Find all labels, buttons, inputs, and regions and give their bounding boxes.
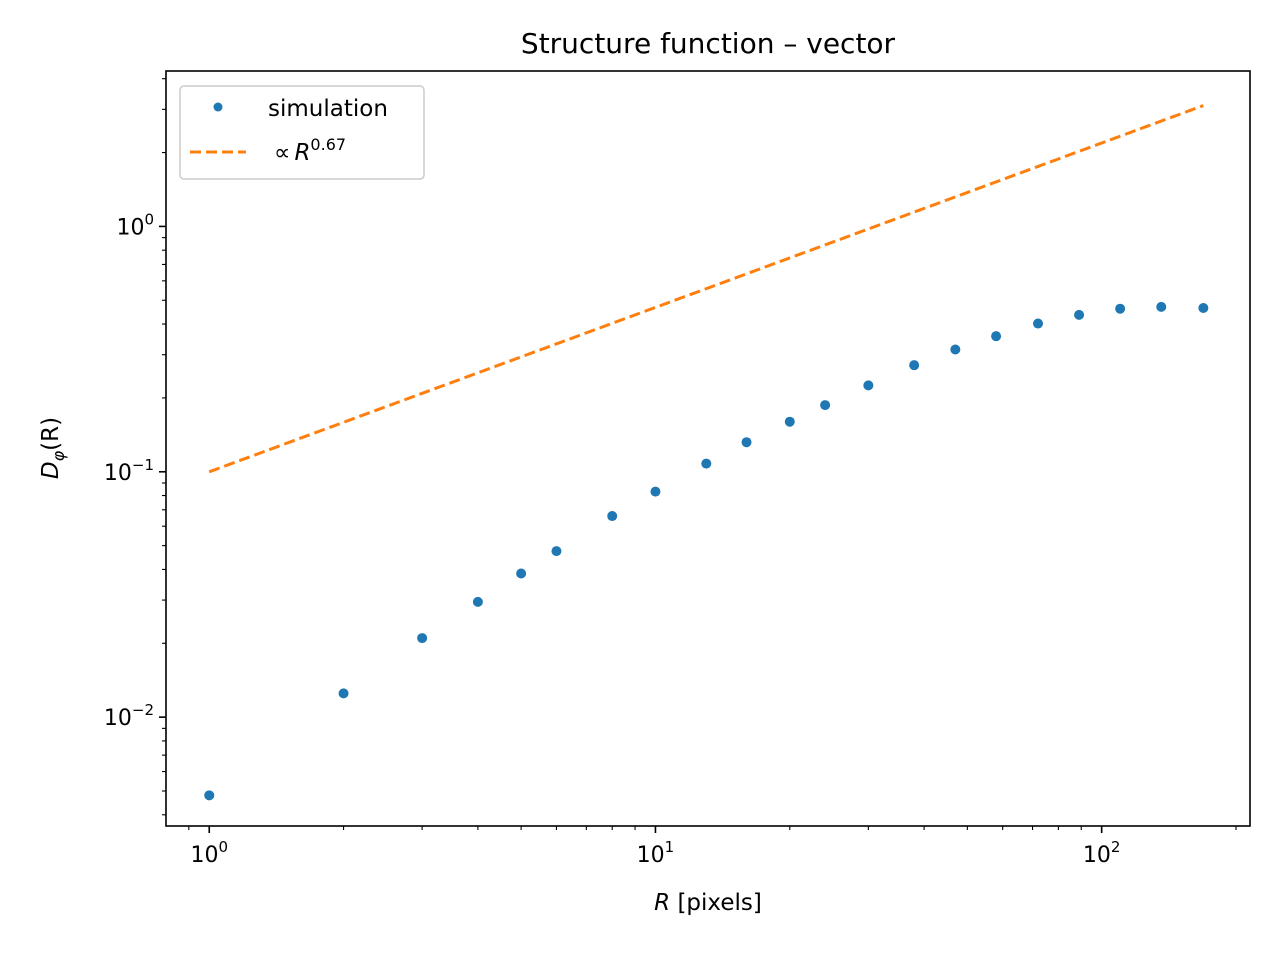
data-point — [1033, 318, 1044, 329]
x-axis-label-unit: [pixels] — [670, 890, 762, 916]
y-axis-label: Dφ(R) — [38, 417, 68, 479]
y-axis-label-sub: φ — [49, 450, 68, 461]
chart-title: Structure function – vector — [521, 27, 896, 60]
legend: simulation ∝ R0.67 — [179, 85, 425, 180]
y-tick-label: 10−2 — [104, 701, 154, 731]
y-tick-label: 100 — [116, 210, 154, 240]
x-axis-label: R [pixels] — [654, 890, 762, 916]
data-point — [472, 596, 483, 607]
y-axis-label-args: (R) — [38, 417, 64, 451]
data-point — [701, 458, 712, 469]
legend-fit-exponent: 0.67 — [310, 135, 346, 154]
data-point — [1115, 303, 1126, 314]
legend-fit-label: ∝ R0.67 — [274, 135, 346, 166]
legend-simulation-marker — [213, 102, 223, 112]
data-point — [516, 568, 527, 579]
data-point — [338, 688, 349, 699]
axes: 100 101 102 10−2 10−1 100 — [104, 70, 1251, 868]
legend-fit-var: R — [294, 140, 310, 166]
data-point — [1198, 303, 1209, 314]
x-tick-label: 100 — [190, 838, 228, 868]
data-point — [1074, 309, 1085, 320]
plot-area — [204, 104, 1209, 801]
x-tick-label: 102 — [1083, 838, 1121, 868]
y-axis-label-var: D — [38, 461, 64, 479]
x-tick-label: 101 — [637, 838, 675, 868]
axes-frame — [165, 70, 1251, 827]
fit-line — [208, 104, 1204, 474]
data-point — [551, 546, 562, 557]
data-point — [784, 416, 795, 427]
data-point — [417, 633, 428, 644]
legend-fit-prefix: ∝ — [274, 140, 290, 166]
x-axis-label-var: R — [654, 890, 670, 916]
data-point — [991, 331, 1002, 342]
data-point — [820, 400, 831, 411]
y-tick-label: 10−1 — [104, 456, 154, 486]
legend-simulation-label: simulation — [268, 96, 388, 122]
data-point — [741, 437, 752, 448]
data-point — [650, 486, 661, 497]
data-point — [863, 380, 874, 391]
data-point — [909, 360, 920, 371]
legend-frame — [179, 85, 425, 180]
data-point — [204, 790, 215, 801]
data-point — [1156, 301, 1167, 312]
data-point — [607, 511, 618, 522]
data-point — [950, 344, 961, 355]
